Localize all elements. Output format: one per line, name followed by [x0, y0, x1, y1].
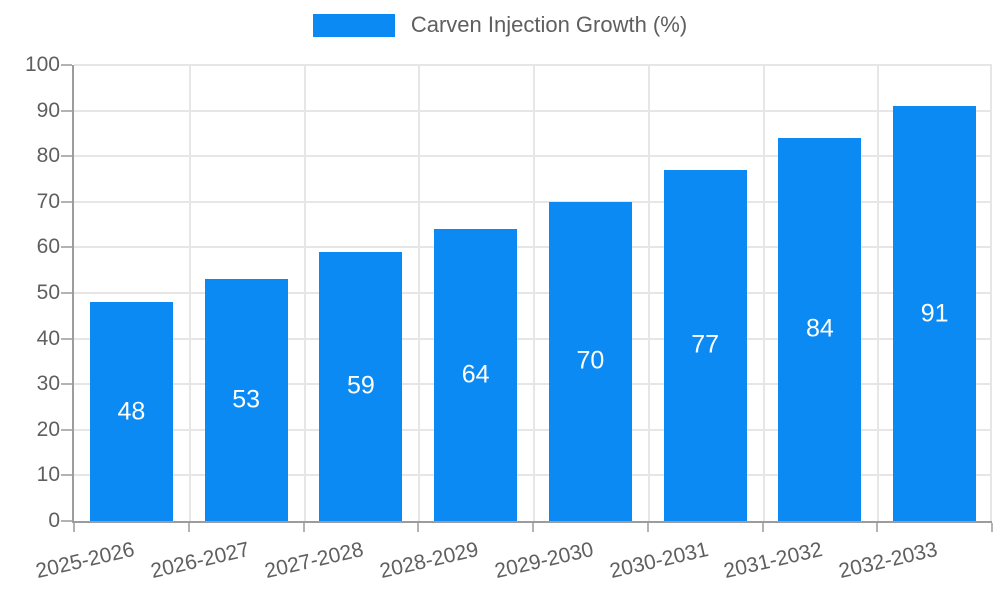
x-axis-category-label: 2026-2027: [148, 538, 252, 584]
bar: 64: [434, 229, 518, 521]
y-axis-tick: [61, 428, 72, 431]
legend-label[interactable]: Carven Injection Growth (%): [410, 12, 688, 37]
x-axis-category-label: 2031-2032: [722, 538, 826, 584]
y-axis-tick: [61, 383, 72, 386]
y-axis-tick-label: 20: [36, 417, 60, 441]
x-axis-tick: [646, 523, 649, 532]
x-gridline: [418, 65, 421, 521]
y-axis-tick: [61, 246, 72, 249]
x-axis-tick: [876, 523, 879, 532]
plot-area: 48 53 59 64 70 77 84 91: [72, 64, 992, 523]
x-gridline: [303, 65, 306, 521]
x-axis-category-label: 2027-2028: [263, 538, 367, 584]
y-axis-tick: [61, 155, 72, 158]
y-axis-tick: [61, 109, 72, 112]
bar: 84: [778, 137, 862, 521]
x-axis-tick: [417, 523, 420, 532]
x-axis-tick: [302, 523, 305, 532]
bar-value-label: 64: [461, 360, 490, 389]
legend: Carven Injection Growth (%): [0, 12, 1000, 38]
x-axis-tick: [187, 523, 190, 532]
bar-value-label: 59: [346, 371, 375, 400]
x-axis-category-label: 2025-2026: [33, 538, 137, 584]
y-axis-tick-label: 0: [48, 509, 60, 532]
y-axis-tick-label: 90: [36, 98, 60, 122]
y-axis-tick-label: 10: [36, 463, 60, 487]
y-axis-tick-label: 80: [36, 144, 60, 168]
legend-swatch-icon[interactable]: [312, 13, 395, 37]
bar: 91: [893, 106, 977, 521]
y-axis-tick: [61, 520, 72, 522]
y-axis-tick: [61, 292, 72, 294]
y-axis-tick: [61, 64, 72, 66]
x-axis-category-label: 2028-2029: [377, 538, 481, 584]
x-gridline: [188, 65, 191, 521]
x-gridline: [762, 65, 765, 521]
x-axis-tick: [532, 523, 534, 532]
x-axis-category-label: 2029-2030: [492, 538, 596, 584]
y-axis-tick-label: 60: [36, 235, 60, 259]
bar: 48: [89, 302, 173, 521]
x-gridline: [533, 65, 535, 521]
bar: 59: [319, 251, 403, 521]
bar-value-label: 48: [117, 397, 146, 426]
x-axis-category-label: 2030-2031: [607, 538, 711, 584]
bar: 77: [663, 169, 747, 521]
y-axis-tick-label: 30: [36, 372, 60, 396]
y-axis-tick: [61, 337, 72, 340]
x-axis-tick: [991, 523, 993, 532]
bar-value-label: 77: [691, 330, 720, 359]
bar-value-label: 91: [920, 299, 949, 328]
x-axis-tick: [73, 523, 75, 532]
x-gridline: [647, 65, 650, 521]
bar-value-label: 53: [232, 385, 261, 414]
bar-value-label: 84: [805, 314, 834, 343]
y-axis-tick-label: 50: [36, 281, 60, 304]
x-gridline: [990, 65, 992, 521]
y-axis-tick-label: 70: [36, 189, 60, 213]
x-axis-category-label: 2032-2033: [836, 538, 940, 584]
y-axis-tick-label: 100: [24, 53, 60, 76]
y-axis-tick-label: 40: [36, 326, 60, 350]
bar: 70: [548, 201, 632, 521]
bar: 53: [204, 279, 288, 521]
y-axis-tick: [61, 200, 72, 203]
y-axis-tick: [61, 474, 72, 477]
x-axis-tick: [761, 523, 764, 532]
x-gridline: [877, 65, 880, 521]
bar-value-label: 70: [576, 346, 605, 375]
